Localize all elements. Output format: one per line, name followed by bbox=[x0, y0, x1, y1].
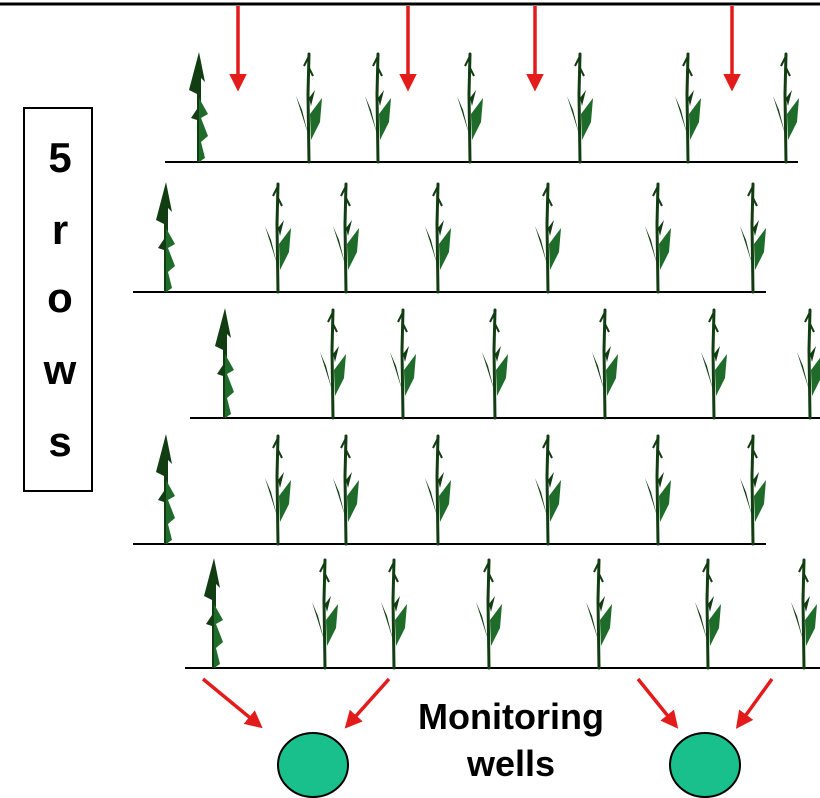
corn-plant-icon bbox=[482, 308, 508, 420]
corn-plant-icon bbox=[645, 434, 671, 546]
corn-plant-icon bbox=[476, 558, 502, 670]
corn-plant-icon bbox=[567, 52, 593, 164]
corn-plant-icon bbox=[312, 558, 338, 670]
corn-plant-icon bbox=[265, 182, 291, 294]
corn-plant-icon bbox=[381, 558, 407, 670]
corn-plant-icon bbox=[535, 434, 561, 546]
corn-plant-icon bbox=[586, 558, 612, 670]
label-char-4: w bbox=[43, 346, 77, 393]
corn-plant-icon bbox=[535, 182, 561, 294]
corn-plant-icon bbox=[296, 52, 322, 164]
corn-plant-icon bbox=[740, 434, 766, 546]
red-arrow-icon bbox=[344, 677, 391, 729]
corn-plant-icon bbox=[675, 52, 701, 164]
crop-row bbox=[185, 558, 820, 670]
corn-plant-icon bbox=[457, 52, 483, 164]
corn-plant-icon bbox=[365, 52, 391, 164]
crop-row bbox=[165, 52, 799, 164]
corn-plant-icon bbox=[592, 308, 618, 420]
corn-plant-icon bbox=[773, 52, 799, 164]
corn-plant-icon bbox=[740, 182, 766, 294]
corn-plant-icon bbox=[645, 182, 671, 294]
label-char-1: 5 bbox=[48, 134, 72, 181]
wells-label: wells bbox=[466, 743, 556, 784]
corn-plant-icon bbox=[797, 308, 820, 420]
corn-plant-icon bbox=[333, 434, 359, 546]
monitoring-well-icon bbox=[669, 732, 741, 798]
crop-row bbox=[190, 308, 820, 420]
tall-seedling-icon bbox=[156, 434, 175, 544]
label-char-3: o bbox=[47, 274, 73, 321]
tall-seedling-icon bbox=[215, 308, 234, 418]
label-char-2: r bbox=[51, 206, 69, 253]
corn-plant-icon bbox=[701, 308, 727, 420]
red-arrow-icon bbox=[201, 677, 263, 729]
corn-plant-icon bbox=[425, 182, 451, 294]
crop-row bbox=[133, 434, 766, 546]
red-arrow-icon bbox=[735, 677, 774, 729]
red-arrow-icon bbox=[636, 677, 679, 729]
rows-count-label-box: 5 r o w s bbox=[23, 107, 93, 492]
tall-seedling-icon bbox=[156, 182, 175, 292]
tall-seedling-icon bbox=[204, 558, 223, 668]
label-char-5: s bbox=[48, 418, 72, 465]
corn-plant-icon bbox=[333, 182, 359, 294]
corn-plant-icon bbox=[425, 434, 451, 546]
corn-plant-icon bbox=[695, 558, 721, 670]
corn-plant-icon bbox=[791, 558, 817, 670]
corn-plant-icon bbox=[390, 308, 416, 420]
tall-seedling-icon bbox=[189, 52, 208, 162]
corn-plant-icon bbox=[320, 308, 346, 420]
corn-plant-icon bbox=[265, 434, 291, 546]
crop-row bbox=[133, 182, 766, 294]
monitoring-well-icon bbox=[277, 732, 349, 798]
monitoring-label: Monitoring bbox=[418, 696, 604, 737]
